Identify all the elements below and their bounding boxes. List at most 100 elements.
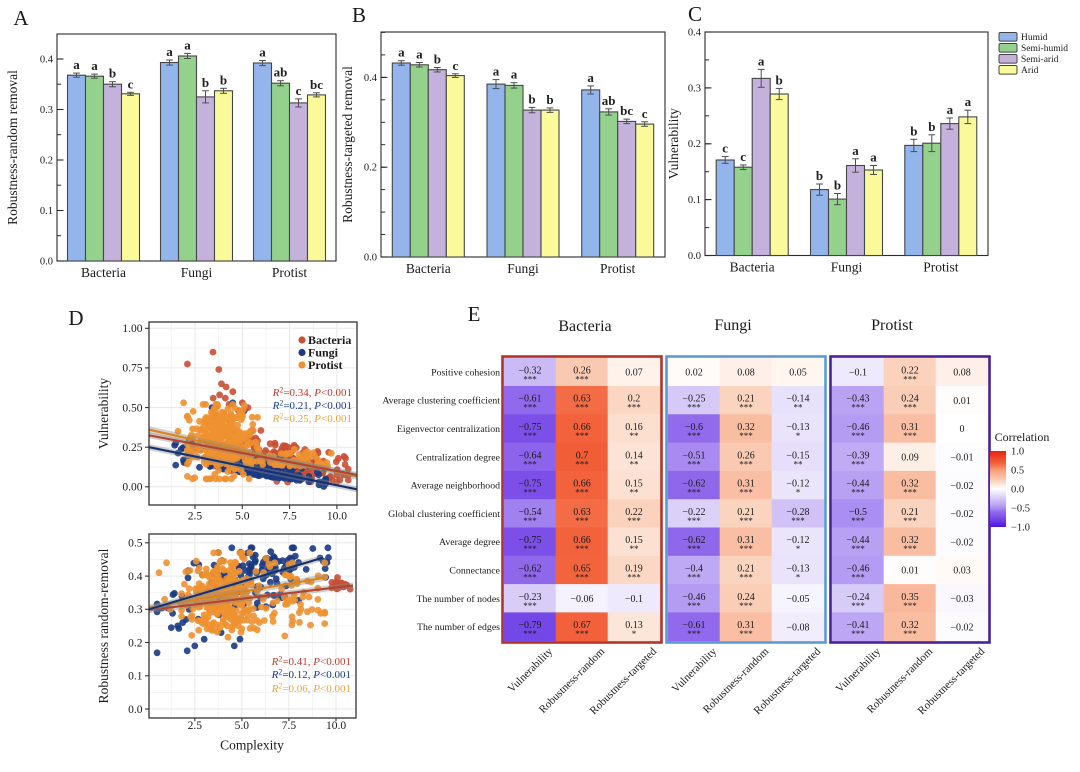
svg-text:−0.54: −0.54 xyxy=(518,507,541,518)
svg-text:**: ** xyxy=(794,403,804,413)
svg-text:D: D xyxy=(68,306,83,330)
svg-text:0.63: 0.63 xyxy=(573,394,591,405)
svg-text:0.66: 0.66 xyxy=(573,535,591,546)
svg-text:−0.75: −0.75 xyxy=(518,422,541,433)
svg-text:Fungi: Fungi xyxy=(308,346,339,360)
svg-text:Positive cohesion: Positive cohesion xyxy=(431,367,500,378)
svg-text:0.21: 0.21 xyxy=(737,394,755,405)
svg-text:Robustness-random removal: Robustness-random removal xyxy=(5,70,20,225)
svg-text:0.66: 0.66 xyxy=(573,479,591,490)
svg-text:0.01: 0.01 xyxy=(953,396,971,407)
svg-text:−0.02: −0.02 xyxy=(950,509,973,520)
svg-text:0.07: 0.07 xyxy=(625,368,643,379)
svg-text:0.0: 0.0 xyxy=(40,256,53,267)
svg-text:0.35: 0.35 xyxy=(901,592,919,603)
svg-text:***: *** xyxy=(851,572,865,582)
svg-text:−0.06: −0.06 xyxy=(570,594,593,605)
svg-text:0.21: 0.21 xyxy=(737,563,755,574)
svg-text:−0.23: −0.23 xyxy=(518,592,541,603)
svg-text:***: *** xyxy=(523,516,537,526)
svg-text:0.75: 0.75 xyxy=(122,363,142,375)
svg-text:*: * xyxy=(796,572,801,582)
svg-text:***: *** xyxy=(739,459,753,469)
svg-text:0.19: 0.19 xyxy=(625,563,643,574)
svg-text:−0.5: −0.5 xyxy=(1011,504,1030,515)
svg-text:−0.13: −0.13 xyxy=(786,422,809,433)
svg-text:0.50: 0.50 xyxy=(122,402,142,414)
svg-text:−0.46: −0.46 xyxy=(682,592,705,603)
svg-text:b: b xyxy=(928,119,935,134)
svg-text:**: ** xyxy=(630,544,640,554)
svg-text:***: *** xyxy=(687,431,701,441)
svg-text:a: a xyxy=(965,94,972,109)
svg-text:*: * xyxy=(796,544,801,554)
svg-text:A: A xyxy=(13,6,29,30)
svg-text:−0.22: −0.22 xyxy=(682,507,705,518)
svg-text:−0.79: −0.79 xyxy=(518,620,541,631)
svg-text:***: *** xyxy=(903,431,917,441)
svg-text:0.24: 0.24 xyxy=(901,394,919,405)
svg-text:Arid: Arid xyxy=(1021,66,1039,76)
svg-text:***: *** xyxy=(851,544,865,554)
svg-text:***: *** xyxy=(903,516,917,526)
svg-text:0.2: 0.2 xyxy=(40,155,53,166)
svg-text:0.3: 0.3 xyxy=(688,83,701,94)
svg-text:Bacteria: Bacteria xyxy=(558,318,611,335)
svg-text:−0.43: −0.43 xyxy=(846,394,869,405)
svg-text:−0.61: −0.61 xyxy=(518,394,541,405)
svg-text:Correlation: Correlation xyxy=(995,430,1050,444)
svg-text:b: b xyxy=(910,123,917,138)
svg-text:Global clustering coefficient: Global clustering coefficient xyxy=(388,509,500,520)
svg-text:***: *** xyxy=(851,629,865,639)
svg-text:−0.1: −0.1 xyxy=(849,368,867,379)
svg-text:***: *** xyxy=(687,403,701,413)
svg-text:a: a xyxy=(511,67,518,82)
svg-text:−0.51: −0.51 xyxy=(682,450,705,461)
svg-text:***: *** xyxy=(523,374,537,384)
svg-text:0.02: 0.02 xyxy=(685,368,703,379)
svg-text:0.65: 0.65 xyxy=(573,563,591,574)
svg-text:Fungi: Fungi xyxy=(714,317,752,334)
svg-text:−0.15: −0.15 xyxy=(786,450,809,461)
svg-text:b: b xyxy=(816,168,823,183)
svg-text:−0.28: −0.28 xyxy=(786,507,809,518)
svg-text:ab: ab xyxy=(274,65,288,80)
svg-text:***: *** xyxy=(523,431,537,441)
svg-text:−1.0: −1.0 xyxy=(1011,523,1030,534)
svg-text:***: *** xyxy=(575,403,589,413)
svg-text:c: c xyxy=(722,141,728,156)
svg-text:Vulnerability: Vulnerability xyxy=(666,108,681,179)
svg-text:Fungi: Fungi xyxy=(181,265,213,280)
svg-text:Bacteria: Bacteria xyxy=(406,261,451,276)
svg-text:ab: ab xyxy=(602,93,616,108)
svg-text:***: *** xyxy=(687,516,701,526)
svg-text:Protist: Protist xyxy=(600,261,636,276)
svg-text:−0.44: −0.44 xyxy=(846,535,869,546)
svg-text:0.08: 0.08 xyxy=(737,368,755,379)
svg-text:−0.32: −0.32 xyxy=(518,365,541,376)
svg-text:***: *** xyxy=(739,403,753,413)
svg-text:***: *** xyxy=(903,374,917,384)
svg-text:E: E xyxy=(468,302,481,326)
svg-text:Average neighborhood: Average neighborhood xyxy=(411,481,500,492)
svg-text:Protist: Protist xyxy=(308,358,342,372)
svg-text:−0.75: −0.75 xyxy=(518,535,541,546)
svg-text:***: *** xyxy=(575,544,589,554)
svg-text:5.0: 5.0 xyxy=(235,510,250,522)
svg-text:0.2: 0.2 xyxy=(128,637,143,649)
svg-text:0.03: 0.03 xyxy=(953,566,971,577)
svg-text:***: *** xyxy=(851,516,865,526)
svg-text:*: * xyxy=(796,488,801,498)
svg-text:Average clustering coefficient: Average clustering coefficient xyxy=(382,396,500,407)
svg-text:−0.39: −0.39 xyxy=(846,450,869,461)
svg-text:−0.46: −0.46 xyxy=(846,422,869,433)
svg-text:***: *** xyxy=(687,544,701,554)
svg-text:0.2: 0.2 xyxy=(364,163,377,174)
svg-text:−0.62: −0.62 xyxy=(682,535,705,546)
svg-text:0.2: 0.2 xyxy=(628,394,641,405)
svg-text:bc: bc xyxy=(620,103,633,118)
svg-text:0.25: 0.25 xyxy=(122,442,142,454)
svg-text:0.4: 0.4 xyxy=(364,73,378,84)
svg-text:−0.5: −0.5 xyxy=(849,507,867,518)
svg-text:Robustness-targeted removal: Robustness-targeted removal xyxy=(340,66,355,223)
